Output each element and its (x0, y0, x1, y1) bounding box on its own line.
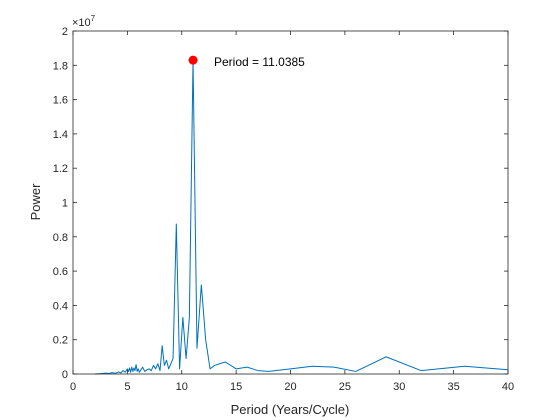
y-tick-label: 2 (62, 26, 68, 38)
y-tick-label: 0.8 (53, 232, 68, 244)
y-exponent-label: ×107 (72, 14, 96, 29)
x-tick-label: 20 (284, 381, 296, 393)
x-tick-label: 25 (339, 381, 351, 393)
x-tick-label: 0 (70, 381, 76, 393)
x-tick-label: 35 (448, 381, 460, 393)
y-tick-label: 1.8 (53, 60, 68, 72)
y-tick-label: 0.4 (53, 300, 68, 312)
y-tick-label: 1.6 (53, 95, 68, 107)
x-tick-label: 15 (230, 381, 242, 393)
y-tick-label: 1 (62, 198, 68, 210)
y-ticks: 0 0.2 0.4 0.6 0.8 1 1.2 1.4 1.6 1.8 2 (53, 26, 508, 381)
x-tick-label: 40 (502, 381, 514, 393)
peak-marker (188, 55, 198, 65)
y-tick-label: 0.6 (53, 266, 68, 278)
peak-annotation: Period = 11.0385 (214, 55, 305, 69)
series-line (94, 59, 509, 375)
y-tick-label: 0 (62, 369, 68, 381)
y-tick-label: 1.2 (53, 163, 68, 175)
x-tick-label: 30 (393, 381, 405, 393)
x-axis-label: Period (Years/Cycle) (231, 402, 350, 417)
plot-background (73, 31, 508, 374)
y-tick-label: 0.2 (53, 335, 68, 347)
x-ticks: 0 5 10 15 20 25 30 35 40 (70, 31, 514, 393)
y-axis-label: Power (28, 183, 43, 221)
x-tick-label: 10 (176, 381, 188, 393)
y-tick-label: 1.4 (53, 129, 68, 141)
plot-lines (94, 55, 509, 375)
x-tick-label: 5 (124, 381, 130, 393)
